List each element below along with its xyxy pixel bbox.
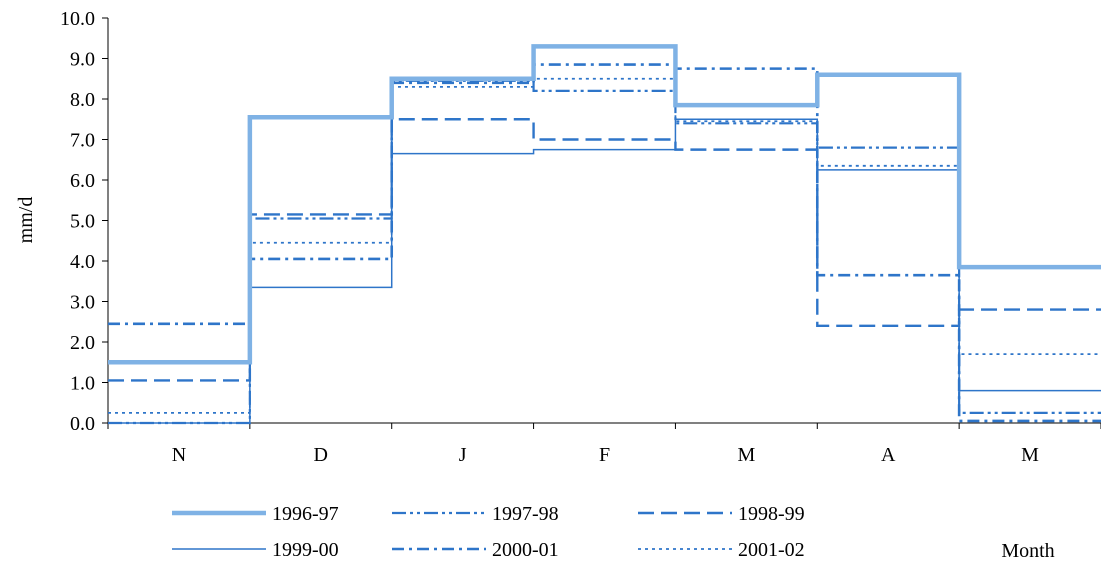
- x-tick-label: M: [737, 444, 755, 466]
- legend-label: 2000-01: [492, 539, 559, 561]
- y-tick-label: 6.0: [70, 170, 95, 192]
- legend-label: 1999-00: [272, 539, 339, 561]
- legend-label: 2001-02: [738, 539, 805, 561]
- y-tick-label: 7.0: [70, 130, 95, 152]
- series-line-1996-97: [108, 44, 1101, 365]
- series-line-1999-00: [108, 118, 1101, 424]
- y-tick-label: 3.0: [70, 292, 95, 314]
- legend-label: 1996-97: [272, 503, 339, 525]
- x-tick-label: A: [881, 444, 896, 466]
- series-layer: [108, 44, 1101, 425]
- legend-label: 1997-98: [492, 503, 559, 525]
- series-line-2001-02: [108, 77, 1101, 414]
- legend: 1996-97 1997-98 1998-99 1999-00 2000-01 2001-…: [172, 503, 805, 561]
- y-tick-label: 9.0: [70, 49, 95, 71]
- x-tick-label: M: [1021, 444, 1039, 466]
- y-tick-label: 10.0: [60, 8, 95, 30]
- x-tick-label: N: [172, 444, 186, 466]
- y-axis-title: mm/d: [15, 197, 37, 244]
- x-axis-title: Month: [1001, 540, 1054, 562]
- legend-label: 1998-99: [738, 503, 805, 525]
- series-line-1997-98: [108, 79, 1101, 425]
- series-line-2000-01: [108, 63, 1101, 423]
- series-line-1998-99: [108, 118, 1101, 382]
- y-tick-label: 2.0: [70, 332, 95, 354]
- y-tick-label: 5.0: [70, 211, 95, 233]
- x-tick-label: J: [459, 444, 467, 466]
- y-tick-label: 1.0: [70, 373, 95, 395]
- x-tick-label: D: [314, 444, 328, 466]
- y-tick-label: 8.0: [70, 89, 95, 111]
- x-tick-label: F: [599, 444, 610, 466]
- y-tick-label: 0.0: [70, 413, 95, 435]
- y-axis-ticks: 0.0 1.0 2.0 3.0 4.0 5.0 6.0 7.0 8.0 9.0 10.0: [60, 8, 108, 435]
- y-tick-label: 4.0: [70, 251, 95, 273]
